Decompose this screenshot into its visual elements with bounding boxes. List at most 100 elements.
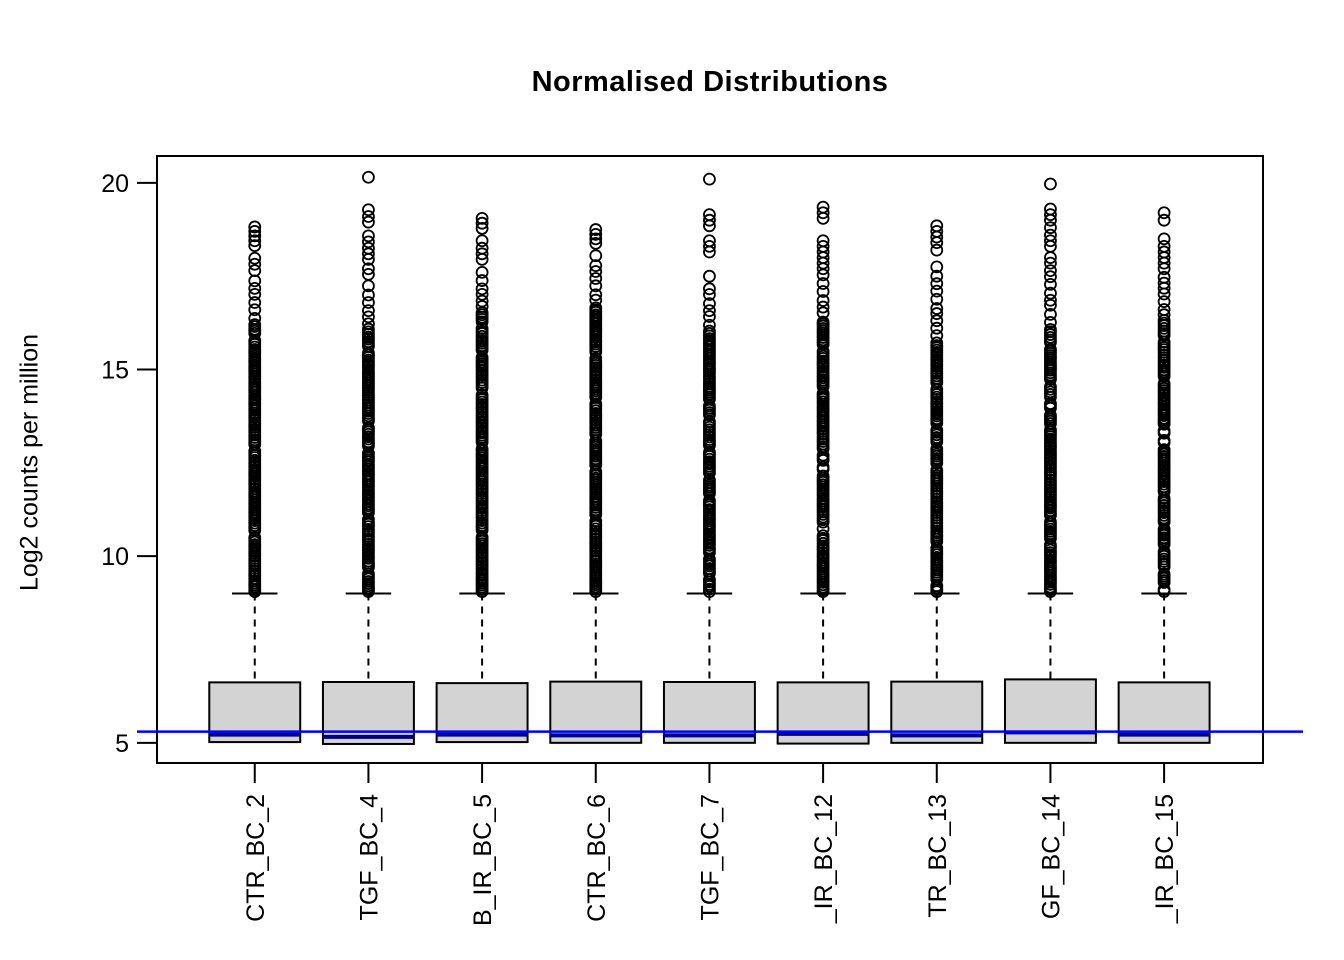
outlier-point <box>1157 567 1171 581</box>
outlier-point <box>930 314 944 328</box>
outlier-point <box>248 264 262 278</box>
outlier-point <box>1157 239 1171 253</box>
outlier-point <box>1044 298 1057 312</box>
outlier-point <box>248 239 262 252</box>
outlier-point <box>1044 234 1057 248</box>
outlier-point <box>248 251 262 265</box>
outlier-point <box>1044 202 1057 216</box>
outlier-point <box>703 282 716 296</box>
outlier-point <box>362 241 375 255</box>
outlier-point <box>930 243 944 257</box>
outlier-point <box>703 208 716 222</box>
outlier-point <box>248 229 262 243</box>
outlier-point <box>1044 177 1057 191</box>
outlier-point <box>816 306 830 320</box>
outlier-point <box>362 203 375 217</box>
outlier-point <box>1044 278 1057 291</box>
outlier-point <box>248 282 262 295</box>
outlier-point <box>362 210 375 223</box>
outlier-point <box>816 285 830 298</box>
outlier-point <box>816 315 830 329</box>
outlier-point <box>703 269 716 283</box>
y-tick-label: 15 <box>101 357 129 385</box>
outlier-point <box>1157 433 1171 447</box>
outlier-point <box>703 297 716 311</box>
outlier-point <box>589 259 603 273</box>
outlier-point <box>475 234 489 248</box>
outlier-point <box>703 288 716 301</box>
y-tick-label: 5 <box>115 730 129 758</box>
outlier-point <box>248 296 262 309</box>
outlier-point <box>362 247 375 261</box>
outlier-point <box>930 302 944 315</box>
outlier-point <box>703 318 716 332</box>
y-tick-label: 10 <box>101 543 129 571</box>
outlier-point <box>248 234 262 248</box>
outlier-point <box>930 292 944 306</box>
outlier-point <box>930 321 944 335</box>
outlier-point <box>703 234 716 248</box>
x-tick-label: _IR_BC_15 <box>1151 794 1179 924</box>
outlier-point <box>248 225 262 238</box>
outlier-point <box>1044 270 1057 284</box>
outlier-point <box>930 307 944 320</box>
x-tick-label: CTR_BC_2 <box>242 794 270 922</box>
outlier-point <box>362 170 375 184</box>
outlier-point <box>248 257 262 271</box>
outlier-point <box>1044 293 1057 307</box>
outlier-point <box>816 200 830 214</box>
x-tick-label: TGF_BC_7 <box>696 794 724 920</box>
outlier-point <box>589 272 603 285</box>
outlier-point <box>248 220 262 234</box>
outlier-point <box>930 277 944 291</box>
outlier-point <box>816 277 830 290</box>
x-tick-label: B_IR_BC_5 <box>469 794 497 926</box>
outlier-point <box>248 287 262 301</box>
outlier-point <box>589 352 603 365</box>
outlier-point <box>362 310 375 324</box>
outlier-point <box>475 216 489 230</box>
outlier-point <box>930 269 944 283</box>
outlier-point <box>1157 206 1171 220</box>
outlier-point <box>475 265 489 279</box>
outlier-point <box>1044 208 1057 222</box>
outlier-point <box>816 529 830 543</box>
outlier-point <box>930 225 944 238</box>
outlier-point <box>816 206 830 220</box>
outlier-point <box>930 260 944 274</box>
chart-title: Normalised Distributions <box>531 66 889 98</box>
outlier-point <box>589 293 603 307</box>
outlier-point <box>1157 270 1171 284</box>
outlier-point <box>1157 213 1171 227</box>
outlier-point <box>703 213 716 227</box>
outlier-point <box>362 235 375 249</box>
x-tick-label: CTR_BC_6 <box>583 794 611 922</box>
outlier-point <box>475 388 489 402</box>
outlier-point <box>589 288 603 302</box>
outlier-point <box>930 219 944 233</box>
outlier-point <box>816 469 830 483</box>
outlier-point <box>703 324 716 338</box>
outlier-point <box>362 215 375 229</box>
outlier-point <box>475 222 489 235</box>
x-tick-label: GF_BC_14 <box>1037 794 1065 919</box>
outlier-point <box>475 274 489 287</box>
outlier-point <box>362 288 375 302</box>
boxplot-box <box>321 680 415 745</box>
y-tick-label: 20 <box>101 170 129 198</box>
outlier-point <box>1157 232 1171 246</box>
outlier-point <box>1157 303 1171 316</box>
outlier-point <box>1157 276 1171 290</box>
outlier-point <box>248 531 262 544</box>
x-tick-label: TR_BC_13 <box>924 794 952 918</box>
outlier-point <box>1044 315 1057 329</box>
outlier-point <box>816 234 830 248</box>
outlier-point <box>362 262 375 276</box>
outlier-point <box>703 172 716 186</box>
outlier-point <box>362 296 375 309</box>
outlier-point <box>1157 443 1171 457</box>
outlier-point <box>589 227 603 241</box>
x-tick-label: _IR_BC_12 <box>810 794 838 924</box>
outlier-point <box>475 300 489 313</box>
